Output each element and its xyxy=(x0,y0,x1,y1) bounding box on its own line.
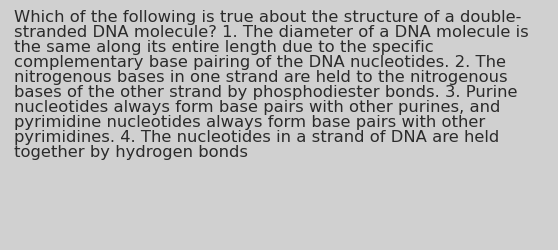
Text: Which of the following is true about the structure of a double-
stranded DNA mol: Which of the following is true about the… xyxy=(14,10,528,160)
